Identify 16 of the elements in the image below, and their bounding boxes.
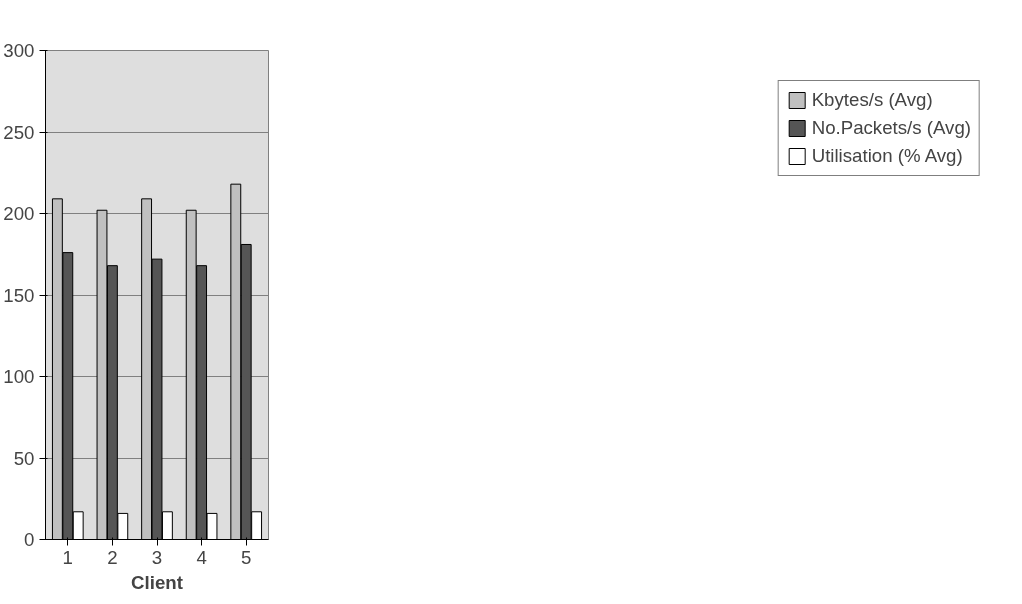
x-tick-label: 5	[241, 546, 252, 568]
x-tick-label: 2	[107, 546, 118, 568]
x-axis-title: Client	[131, 571, 183, 593]
y-tick-label: 150	[3, 284, 35, 306]
x-tick-label: 1	[62, 546, 73, 568]
y-tick-label: 200	[3, 203, 35, 224]
y-tick-label: 300	[3, 40, 35, 61]
y-tick-label: 0	[24, 529, 35, 550]
x-tick-label: 3	[151, 546, 163, 568]
y-tick-label: 100	[3, 366, 35, 387]
y-tick-label: 250	[3, 121, 35, 143]
legend-label: Utilisation (% Avg)	[811, 145, 963, 167]
legend-label: No.Packets/s (Avg)	[811, 117, 971, 139]
x-tick-label: 4	[196, 546, 207, 568]
y-tick-label: 50	[13, 447, 35, 469]
legend-label: Kbytes/s (Avg)	[811, 89, 933, 111]
